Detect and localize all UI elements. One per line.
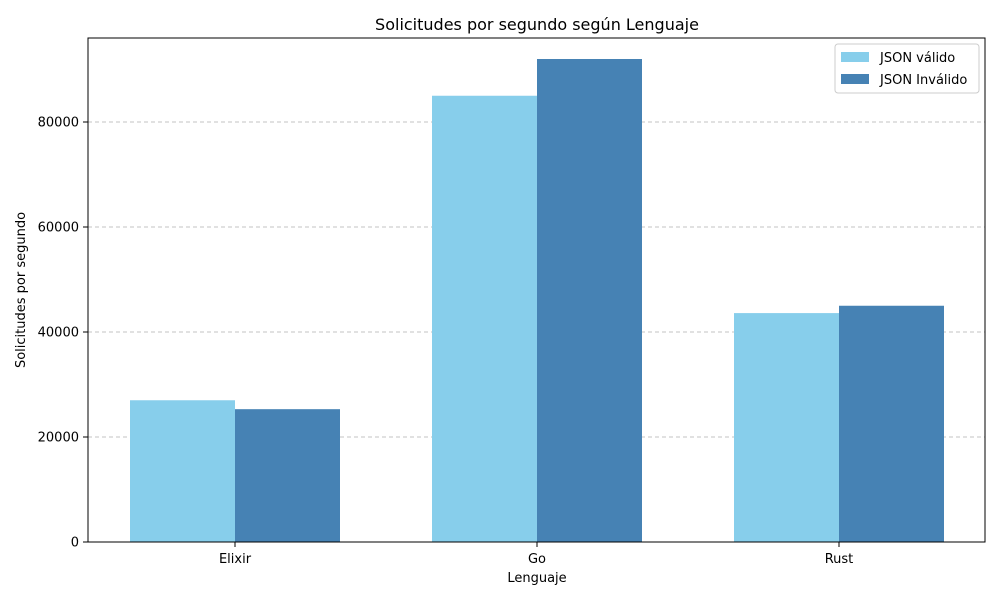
bar-rust-series-1 bbox=[839, 305, 944, 542]
y-tick-label: 40000 bbox=[38, 326, 79, 341]
y-axis-label: Solicitudes por segundo bbox=[14, 212, 29, 368]
y-tick-label: 60000 bbox=[38, 221, 79, 236]
legend-label-json-valido: JSON válido bbox=[879, 51, 955, 66]
bar-elixir-series-1 bbox=[235, 409, 340, 542]
x-tick-label: Elixir bbox=[219, 552, 252, 567]
bar-go-series-0 bbox=[432, 95, 537, 542]
bar-rust-series-0 bbox=[734, 313, 839, 542]
bar-go-series-1 bbox=[537, 59, 642, 542]
legend-label-json-invalido: JSON Inválido bbox=[879, 73, 967, 88]
x-tick-label: Go bbox=[528, 552, 546, 567]
legend-box bbox=[834, 43, 980, 94]
legend-swatch-json-valido bbox=[841, 52, 869, 62]
x-axis-label: Lenguaje bbox=[507, 571, 566, 586]
y-axis-ticks: 0 20000 40000 60000 80000 bbox=[38, 116, 88, 551]
x-axis-ticks: Elixir Go Rust bbox=[219, 542, 853, 567]
legend-swatch-json-invalido bbox=[841, 74, 869, 84]
bars-group bbox=[130, 59, 944, 542]
y-tick-label: 0 bbox=[71, 536, 79, 551]
y-tick-label: 80000 bbox=[38, 116, 79, 131]
bar-elixir-series-0 bbox=[130, 400, 235, 542]
chart-title: Solicitudes por segundo según Lenguaje bbox=[375, 15, 699, 34]
x-tick-label: Rust bbox=[825, 552, 854, 567]
y-tick-label: 20000 bbox=[38, 431, 79, 446]
legend: JSON válido JSON Inválido bbox=[834, 43, 980, 94]
